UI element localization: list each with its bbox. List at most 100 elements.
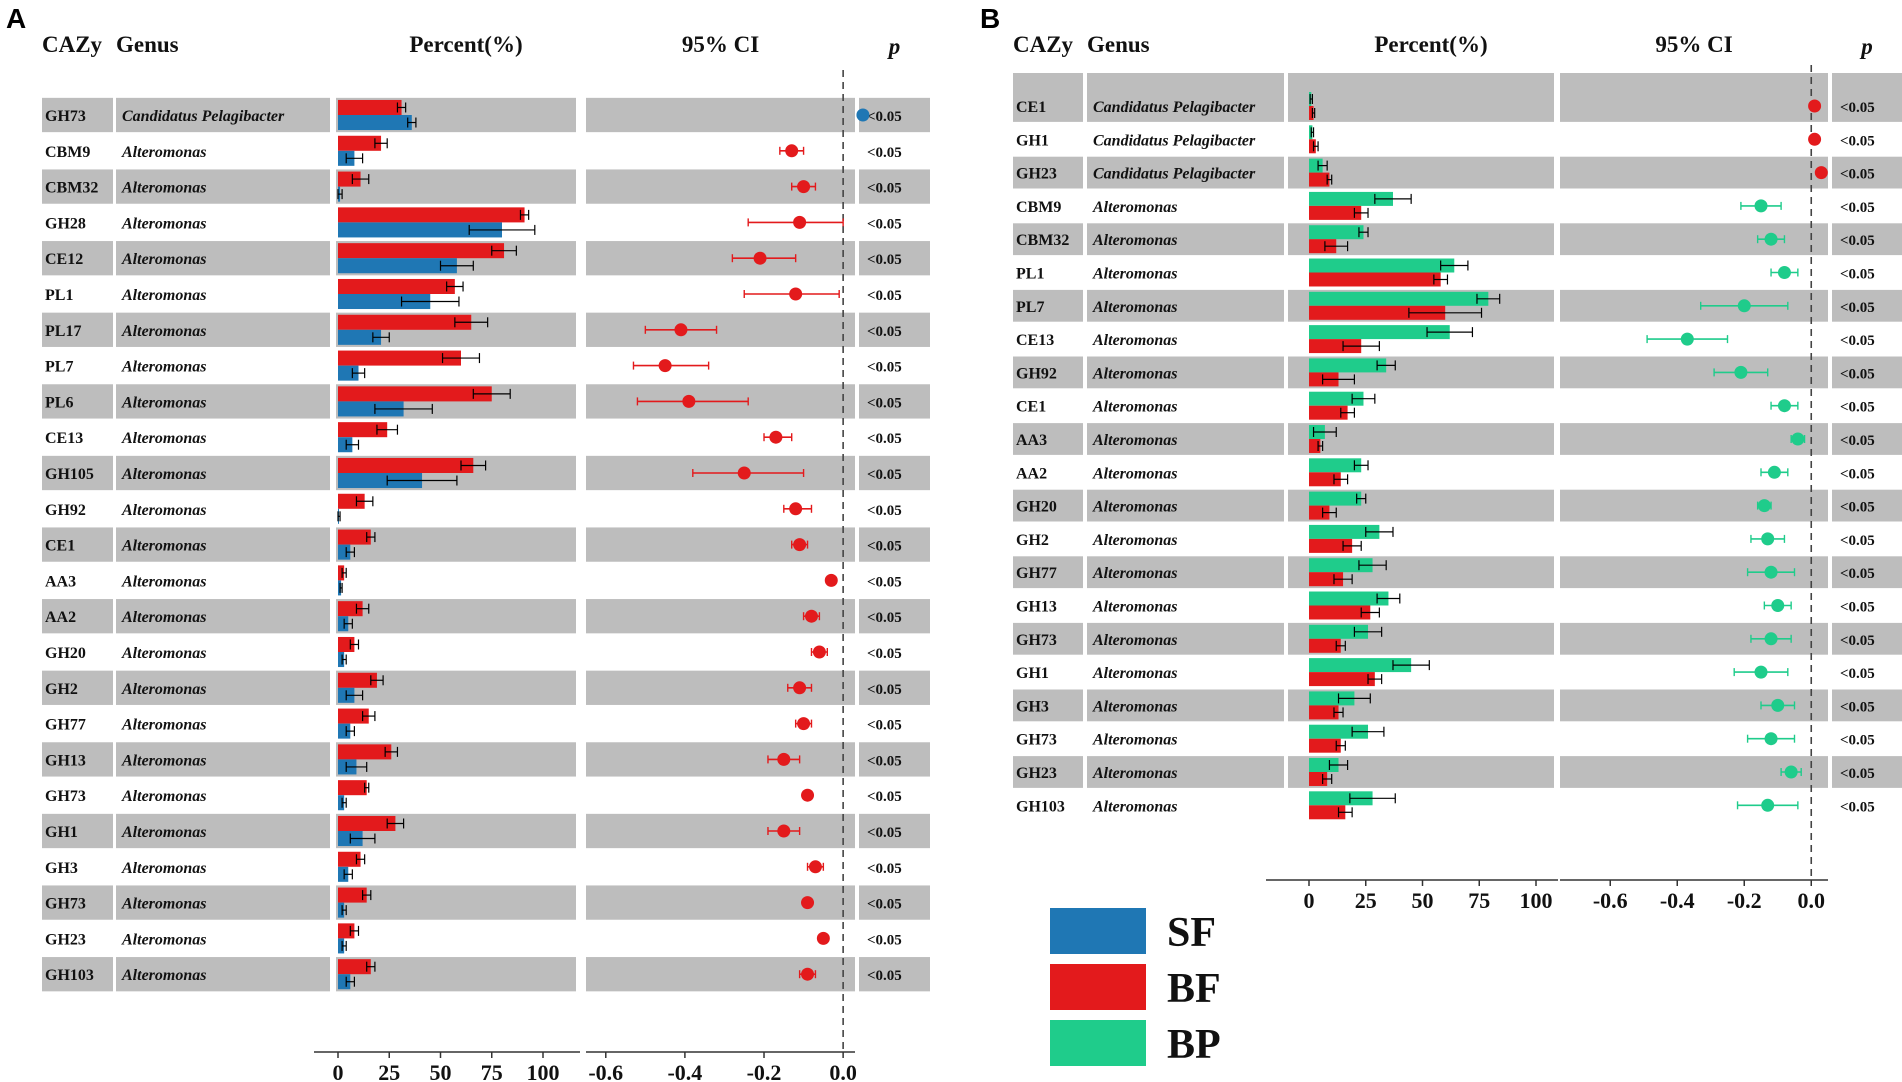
- p-value-label: <0.05: [1840, 600, 1875, 616]
- bar-sf: [338, 294, 431, 310]
- header-genus: Genus: [116, 32, 179, 57]
- genus-label: Alteromonas: [1092, 599, 1177, 616]
- ci-tick-label: -0.2: [1727, 888, 1762, 913]
- row-band: [336, 599, 576, 634]
- cazy-label: GH92: [45, 502, 86, 519]
- bar-bf: [338, 815, 396, 831]
- row-band: [1832, 756, 1902, 788]
- bar-bf: [338, 887, 367, 903]
- row-band: [859, 312, 930, 347]
- cazy-label: GH23: [1016, 765, 1057, 782]
- bar-sf: [338, 115, 412, 131]
- genus-label: Alteromonas: [121, 896, 206, 913]
- genus-label: Candidatus Pelagibacter: [1093, 99, 1256, 116]
- cazy-label: GH1: [45, 824, 78, 841]
- genus-label: Alteromonas: [121, 788, 206, 805]
- genus-label: Alteromonas: [1092, 499, 1177, 516]
- bar-bp: [1309, 491, 1362, 506]
- cazy-label: GH73: [1016, 732, 1057, 749]
- header-cazy: CAZy: [42, 32, 103, 57]
- cazy-label: PL1: [45, 287, 73, 304]
- row-band: [116, 957, 330, 992]
- bars: [337, 99, 536, 990]
- p-value-label: <0.05: [867, 932, 902, 948]
- bar-bp: [1309, 558, 1373, 573]
- row-band: [586, 742, 855, 777]
- cazy-label: GH23: [1016, 166, 1057, 183]
- genus-label: Alteromonas: [121, 717, 206, 734]
- ci-point: [1764, 632, 1778, 646]
- cazy-label: GH1: [1016, 665, 1049, 682]
- genus-label: Alteromonas: [121, 466, 206, 483]
- row-band: [1087, 356, 1284, 389]
- cazy-label: GH73: [45, 788, 86, 805]
- cazy-label: GH2: [45, 681, 78, 698]
- x-axes: 0 25 50 75 100 -0.6 -0.4 -0.2 0.0: [1266, 879, 1828, 913]
- bar-bf: [1309, 439, 1321, 453]
- bar-bf: [338, 959, 371, 975]
- row-band: [1013, 90, 1083, 122]
- ci-point: [1764, 565, 1778, 579]
- row-band: [859, 742, 930, 777]
- p-value-label: <0.05: [867, 539, 902, 555]
- bar-bp: [1309, 724, 1369, 739]
- p-value-label: <0.05: [1840, 799, 1875, 815]
- bar-sf: [338, 437, 353, 453]
- genus-label: Alteromonas: [121, 215, 206, 232]
- cazy-label: CBM32: [1016, 232, 1069, 249]
- ci-point: [1737, 299, 1751, 313]
- p-value-label: <0.05: [867, 145, 902, 161]
- bar-bf: [338, 529, 371, 545]
- header-genus: Genus: [1087, 32, 1150, 57]
- p-value-label: <0.05: [1840, 200, 1875, 216]
- bar-sf: [338, 723, 351, 739]
- row-band: [116, 813, 330, 849]
- row-band: [42, 885, 113, 920]
- row-band: [42, 527, 113, 562]
- cazy-label: GH3: [45, 860, 78, 877]
- percent-tick-label: 0: [333, 1060, 344, 1082]
- ci-point: [1808, 99, 1822, 113]
- cazy-label: PL1: [1016, 266, 1044, 283]
- bar-bp: [1309, 391, 1364, 406]
- row-band: [1832, 289, 1902, 322]
- ci-point: [1791, 432, 1805, 446]
- cazy-label: GH2: [1016, 532, 1049, 549]
- row-band: [1832, 356, 1902, 389]
- ci-point: [808, 860, 822, 874]
- cazy-label: GH20: [45, 645, 86, 662]
- row-band: [42, 97, 113, 133]
- p-value-label: <0.05: [867, 789, 902, 805]
- ci-tick-label: -0.6: [1593, 888, 1628, 913]
- bar-sf: [338, 974, 351, 990]
- bar-bf: [338, 493, 365, 509]
- ci-point: [1757, 499, 1771, 513]
- bar-bp: [1309, 624, 1369, 639]
- ci-point: [793, 681, 807, 695]
- bar-bp: [1309, 524, 1380, 539]
- p-value-label: <0.05: [1840, 366, 1875, 382]
- bar-bf: [338, 457, 474, 473]
- percent-tick-label: 75: [1468, 888, 1490, 913]
- p-value-label: <0.05: [867, 753, 902, 769]
- row-band: [42, 813, 113, 849]
- ci-plot: [1646, 65, 1828, 880]
- header-percent: Percent(%): [1374, 32, 1487, 57]
- p-value-label: <0.05: [1840, 333, 1875, 349]
- bar-sf: [338, 473, 423, 489]
- row-band: [859, 241, 930, 276]
- row-band: [859, 169, 930, 204]
- row-band: [859, 885, 930, 920]
- ci-point: [1767, 465, 1781, 479]
- row-band: [1087, 289, 1284, 322]
- genus-label: Candidatus Pelagibacter: [122, 108, 285, 125]
- ci-point: [824, 573, 838, 587]
- legend-label-bf: BF: [1167, 966, 1221, 1012]
- cazy-label: PL17: [45, 323, 81, 340]
- p-value-label: <0.05: [867, 324, 902, 340]
- cazy-label: PL7: [1016, 299, 1044, 316]
- ci-point: [797, 717, 811, 731]
- genus-label: Candidatus Pelagibacter: [1093, 132, 1256, 149]
- p-value-label: <0.05: [1840, 300, 1875, 316]
- cazy-label: CE12: [45, 251, 83, 268]
